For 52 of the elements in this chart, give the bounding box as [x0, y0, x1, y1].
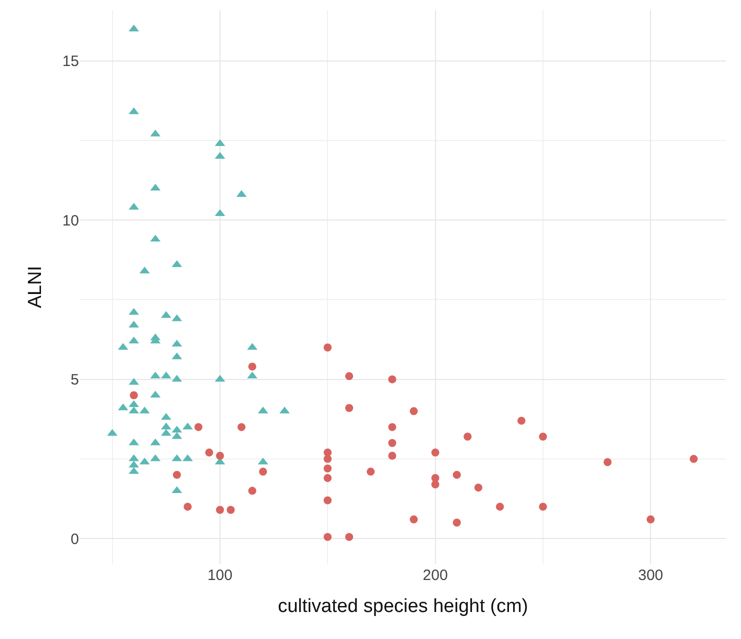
- point: [464, 432, 472, 441]
- point: [324, 343, 332, 352]
- point: [517, 416, 526, 425]
- y-tick-label: 0: [70, 530, 79, 548]
- y-axis-title: ALNI: [25, 266, 46, 308]
- point: [388, 375, 396, 384]
- point: [324, 496, 332, 504]
- point: [345, 404, 354, 412]
- point: [172, 470, 181, 479]
- point: [410, 515, 418, 524]
- point: [216, 452, 224, 460]
- point: [452, 470, 461, 479]
- point: [248, 362, 256, 371]
- point: [388, 452, 396, 460]
- point: [238, 423, 246, 432]
- point: [324, 464, 332, 472]
- point: [107, 428, 118, 436]
- point: [226, 506, 235, 514]
- y-tick-label: 10: [62, 212, 79, 230]
- point: [538, 502, 547, 511]
- y-tick-label: 5: [70, 372, 79, 389]
- point: [496, 502, 504, 511]
- point: [388, 439, 396, 448]
- point: [184, 502, 192, 511]
- point: [324, 532, 332, 541]
- point: [194, 423, 202, 432]
- x-axis-title: cultivated species height (cm): [278, 596, 528, 617]
- point: [410, 407, 418, 416]
- point: [345, 532, 354, 541]
- point: [216, 506, 224, 514]
- point: [205, 448, 214, 457]
- point: [431, 448, 440, 457]
- point: [324, 454, 332, 463]
- x-tick-label: 200: [422, 567, 448, 584]
- x-tick-label: 100: [207, 567, 232, 584]
- point: [452, 518, 461, 527]
- point: [690, 454, 698, 463]
- point: [646, 515, 655, 524]
- point: [474, 484, 482, 492]
- point: [130, 391, 138, 400]
- point: [259, 468, 268, 476]
- x-tick-label: 300: [638, 567, 664, 584]
- point: [366, 468, 375, 476]
- point: [345, 372, 354, 380]
- point: [247, 342, 258, 350]
- y-tick-label: 15: [62, 53, 79, 70]
- point: [388, 423, 396, 432]
- point: [604, 458, 612, 466]
- point: [248, 486, 256, 495]
- point: [431, 480, 440, 488]
- point: [538, 432, 547, 441]
- point: [324, 474, 332, 482]
